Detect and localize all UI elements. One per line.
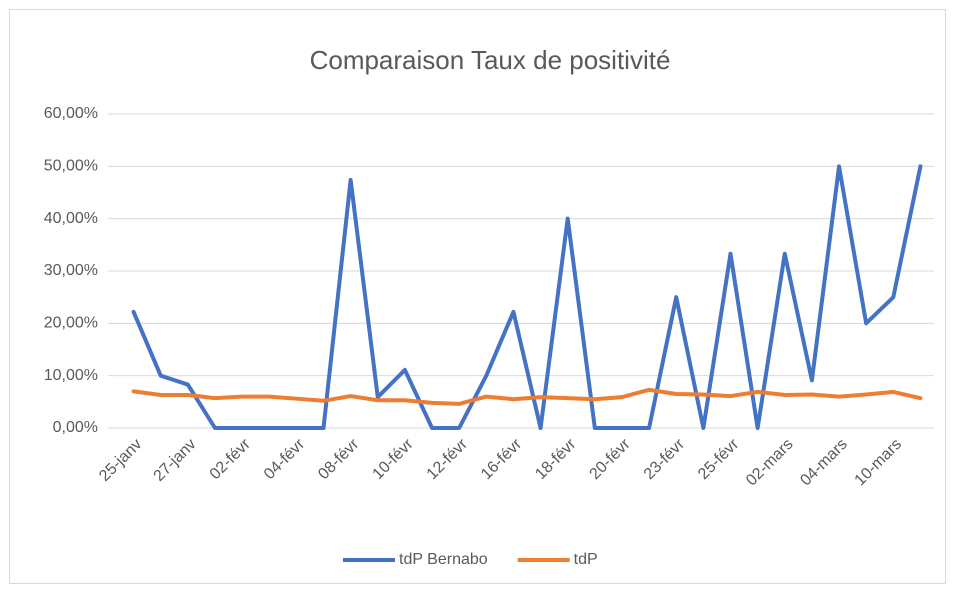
legend-label: tdP [574, 551, 598, 568]
data-line [131, 387, 923, 406]
y-tick-label: 10,00% [44, 367, 98, 384]
chart-border [9, 9, 946, 584]
y-tick-label: 40,00% [44, 210, 98, 227]
data-line [131, 164, 923, 430]
legend-label: tdP Bernabo [399, 551, 488, 568]
y-tick-label: 60,00% [44, 105, 98, 122]
y-tick-label: 50,00% [44, 158, 98, 175]
chart-title: Comparaison Taux de positivité [310, 45, 671, 75]
y-tick-label: 0,00% [53, 419, 98, 436]
y-tick-label: 20,00% [44, 315, 98, 332]
y-tick-label: 30,00% [44, 262, 98, 279]
